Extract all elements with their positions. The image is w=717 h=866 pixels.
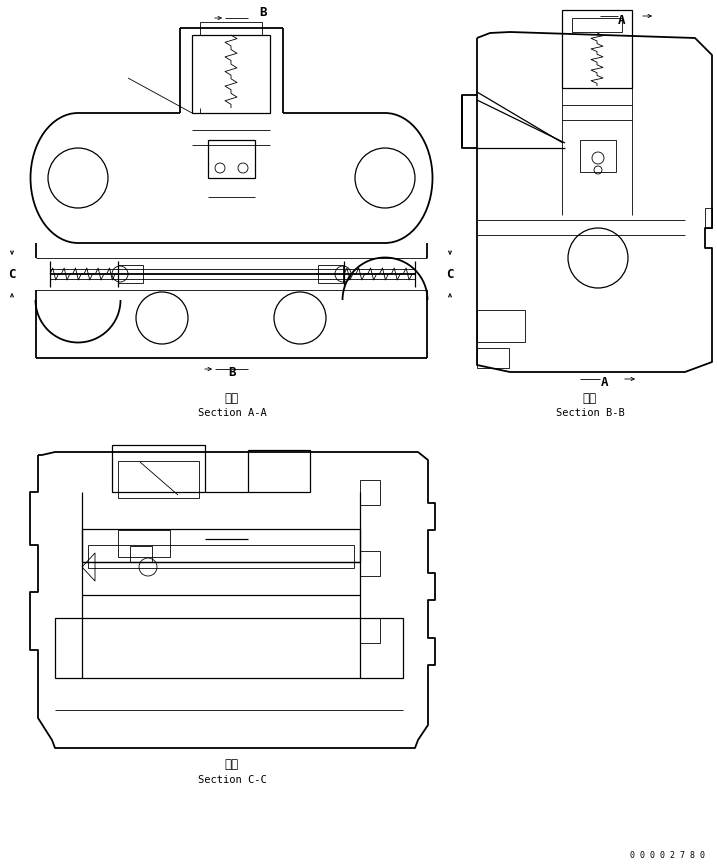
Bar (477, 348, 509, 368)
Text: 断面: 断面 (583, 391, 597, 404)
Text: Section B-B: Section B-B (556, 408, 625, 418)
Bar (477, 310, 525, 342)
Bar (248, 450, 310, 492)
Bar (705, 208, 712, 228)
Bar (118, 461, 199, 498)
Bar (360, 480, 380, 505)
Bar (208, 140, 255, 178)
Text: 断面: 断面 (225, 759, 239, 772)
Bar (572, 18, 622, 32)
Bar (360, 618, 380, 643)
Bar (192, 35, 270, 113)
Text: A: A (618, 14, 626, 27)
Text: Section C-C: Section C-C (198, 775, 267, 785)
Text: C: C (9, 268, 16, 281)
Bar (55, 618, 403, 678)
Bar (580, 140, 616, 172)
Text: 断面: 断面 (225, 391, 239, 404)
Bar (112, 445, 205, 492)
Text: B: B (260, 7, 267, 20)
Bar (318, 265, 343, 283)
Text: C: C (446, 268, 454, 281)
Bar (118, 265, 143, 283)
Bar (118, 530, 170, 557)
Bar (200, 22, 262, 35)
Text: A: A (602, 377, 609, 390)
Bar (360, 551, 380, 576)
Bar (562, 10, 632, 88)
Bar (82, 529, 360, 562)
Bar (88, 545, 354, 568)
Text: 0 0 0 0 2 7 8 0: 0 0 0 0 2 7 8 0 (630, 851, 706, 861)
Bar (130, 546, 152, 562)
Bar (82, 562, 360, 595)
Text: B: B (228, 366, 236, 379)
Text: Section A-A: Section A-A (198, 408, 267, 418)
